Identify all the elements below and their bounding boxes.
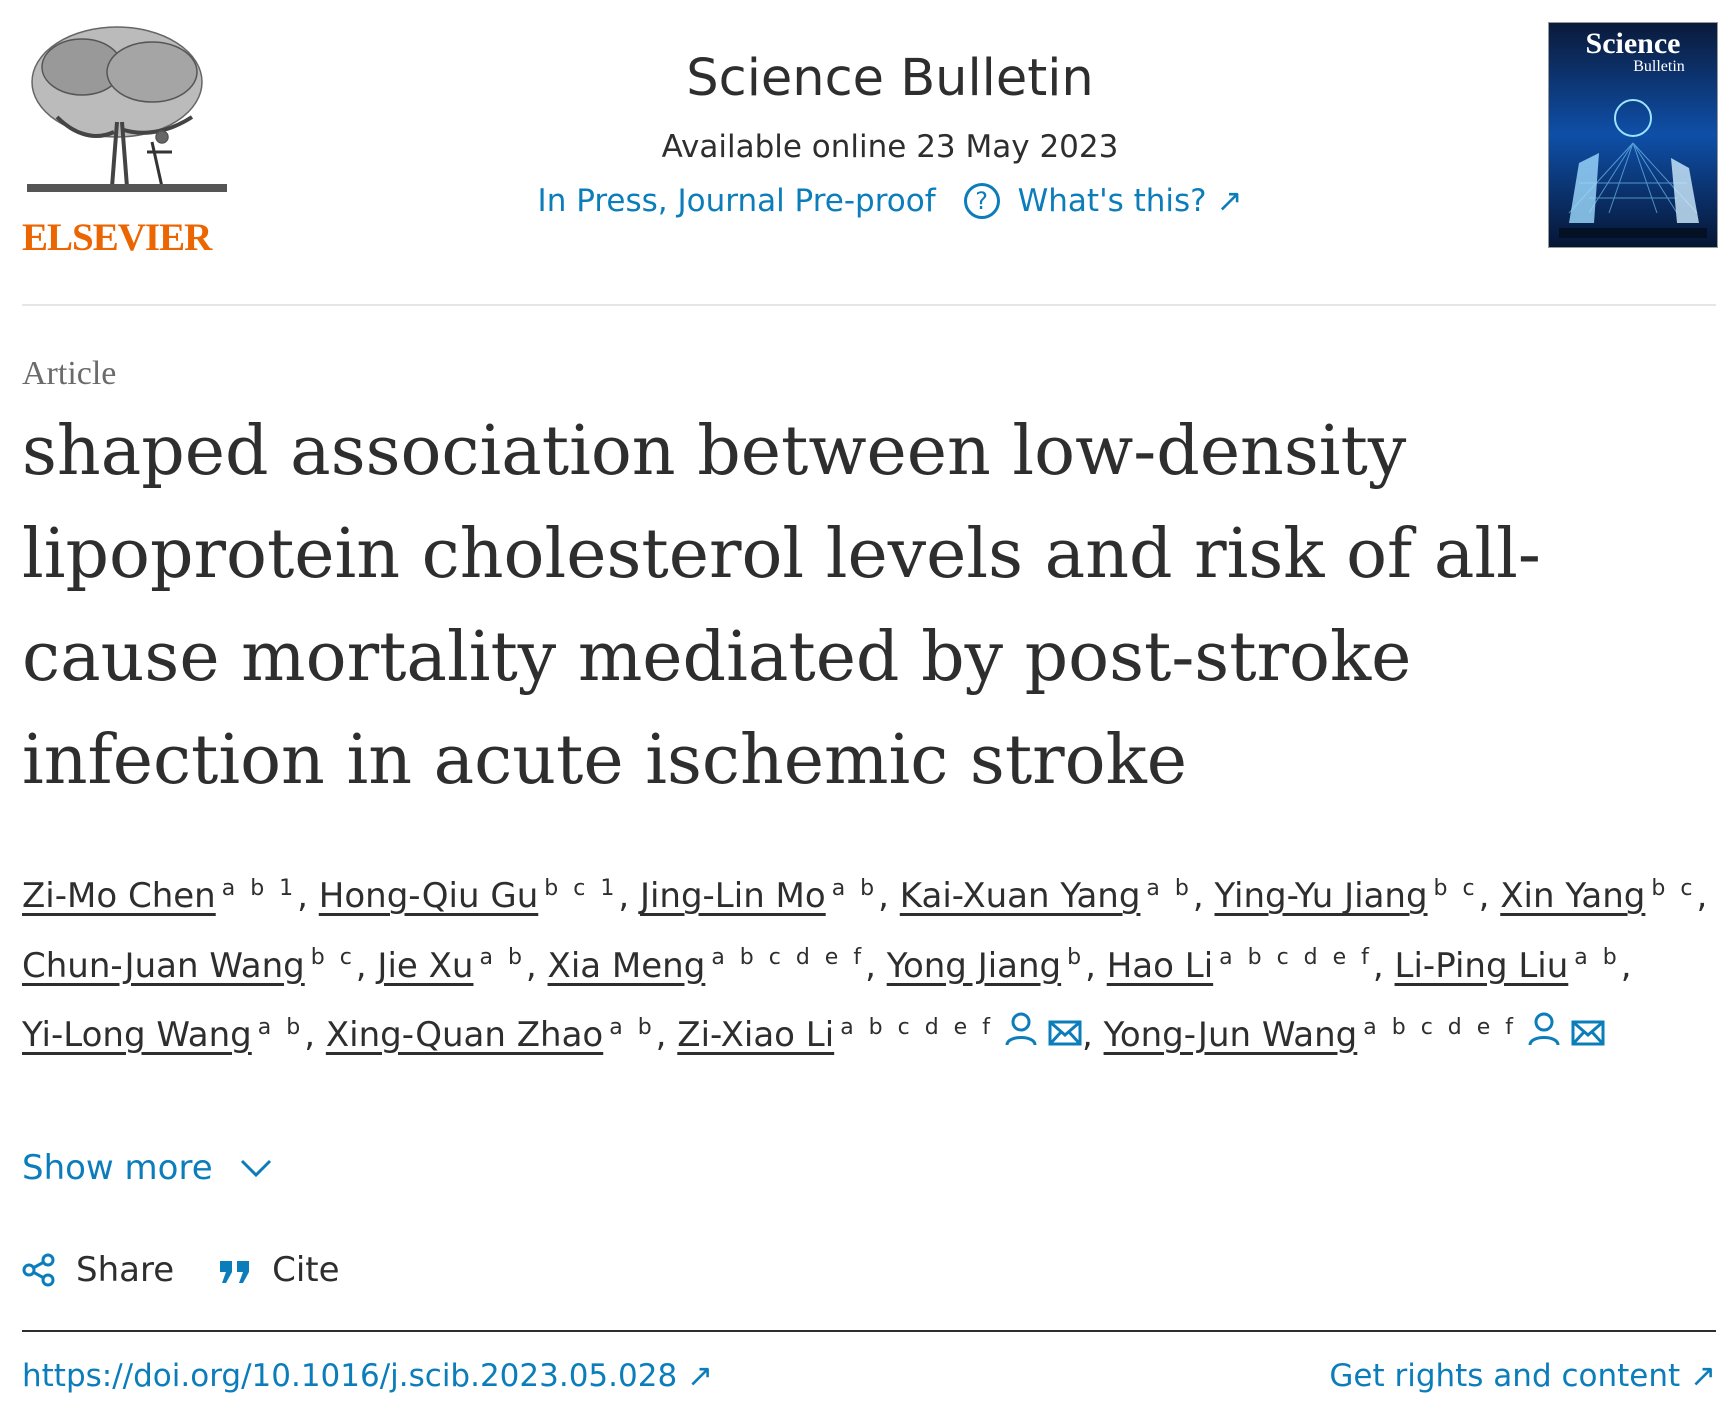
affiliation-marks[interactable]: a b [609,1014,656,1040]
author-item: Chun-Juan Wang b c, [22,945,367,986]
mail-icon[interactable] [1048,1006,1082,1067]
footer-divider [22,1330,1716,1332]
author-separator: , [1192,876,1204,917]
author-name-link[interactable]: Hong-Qiu Gu [318,876,539,917]
author-item: Hao Li a b c d e f, [1106,945,1384,986]
article-header: ELSEVIER Science Bulletin Available onli… [0,0,1731,305]
author-name-link[interactable]: Xia Meng [547,945,706,986]
author-name-link[interactable]: Chun-Juan Wang [22,945,305,986]
author-item: Xia Meng a b c d e f, [547,945,876,986]
mail-icon[interactable] [1571,1006,1605,1067]
author-separator: , [304,1014,316,1055]
author-name-link[interactable]: Xing-Quan Zhao [325,1014,604,1055]
affiliation-marks[interactable]: a b [831,876,879,901]
author-name-link[interactable]: Jing-Lin Mo [639,876,826,917]
author-name-link[interactable]: Jie Xu [377,945,474,986]
author-name-link[interactable]: Yong-Jun Wang [1103,1014,1358,1055]
affiliation-marks[interactable]: a b c d e f [1219,945,1373,971]
cite-label: Cite [272,1250,340,1290]
affiliation-marks[interactable]: a b 1 [221,876,298,901]
article-title: shaped association between low-density l… [22,412,1541,800]
rights-link[interactable]: Get rights and content ↗ [1329,1358,1716,1394]
affiliation-marks[interactable]: a b [1146,876,1193,901]
author-separator: , [297,876,308,917]
doi-link[interactable]: https://doi.org/10.1016/j.scib.2023.05.0… [22,1358,714,1394]
author-item: Zi-Xiao Li a b c d e f, [677,1012,1093,1055]
affiliation-marks[interactable]: a b [479,945,526,971]
share-icon [22,1253,55,1287]
person-icon[interactable] [1527,1006,1561,1067]
author-separator: , [655,1014,667,1055]
author-separator: , [1620,945,1632,986]
affiliation-marks[interactable]: b c [1433,876,1479,901]
author-name-link[interactable]: Zi-Mo Chen [22,876,216,917]
author-name-link[interactable]: Yi-Long Wang [22,1014,252,1055]
author-name-link[interactable]: Yong Jiang [886,945,1062,986]
author-item: Jie Xu a b, [377,945,537,986]
affiliation-marks[interactable]: a b [1574,945,1621,971]
author-item: Yong-Jun Wang a b c d e f [1103,1012,1605,1055]
author-separator: , [1696,876,1708,917]
author-item: Ying-Yu Jiang b c, [1215,876,1490,916]
author-list: Zi-Mo Chen a b 1, Hong-Qiu Gu b c 1, Jing-… [22,858,1712,1067]
elsevier-tree-icon [27,26,227,192]
affiliation-marks[interactable]: a b c d e f [711,945,866,971]
affiliation-marks[interactable]: a b [257,1014,305,1040]
show-more-label: Show more [22,1148,213,1188]
author-separator: , [1085,945,1096,986]
author-item: Hong-Qiu Gu b c 1, [319,876,629,916]
author-item: Xin Yang b c, [1500,876,1707,916]
elsevier-logo[interactable]: ELSEVIER [22,22,232,258]
journal-info: Science Bulletin Available online 23 May… [420,49,1360,219]
author-separator: , [865,945,876,986]
affiliation-marks[interactable]: b [1067,945,1086,971]
author-item: Yi-Long Wang a b, [22,1015,315,1055]
share-button[interactable]: Share [22,1250,174,1290]
author-separator: , [618,876,630,917]
author-separator: , [355,945,367,986]
share-label: Share [76,1250,175,1290]
author-name-link[interactable]: Kai-Xuan Yang [899,876,1141,917]
author-item: Jing-Lin Mo a b, [640,876,889,916]
author-item: Xing-Quan Zhao a b, [326,1015,667,1055]
show-more-button[interactable]: Show more [22,1148,273,1188]
author-separator: , [1372,945,1384,986]
author-separator: , [525,945,537,986]
author-name-link[interactable]: Zi-Xiao Li [677,1014,835,1055]
elsevier-wordmark: ELSEVIER [22,216,212,259]
author-separator: , [1081,1014,1093,1055]
author-name-link[interactable]: Ying-Yu Jiang [1214,876,1428,917]
affiliation-marks[interactable]: b c [310,945,356,971]
quote-icon [220,1261,250,1283]
affiliation-marks[interactable]: a b c d e f [840,1014,994,1040]
author-name-link[interactable]: Li-Ping Liu [1394,945,1569,986]
author-item: Zi-Mo Chen a b 1, [22,876,308,916]
author-name-link[interactable]: Hao Li [1106,945,1214,986]
author-separator: , [1478,876,1490,917]
question-circle-icon: ? [963,182,1000,219]
article-actions: Share Cite [22,1250,384,1290]
author-item: Kai-Xuan Yang a b, [900,876,1204,916]
author-name-link[interactable]: Xin Yang [1500,876,1646,917]
affiliation-marks[interactable]: b c [1651,876,1697,901]
header-divider [22,304,1716,306]
whats-this-label: What's this? ↗ [1017,182,1243,219]
author-item: Li-Ping Liu a b, [1394,945,1632,986]
person-icon[interactable] [1004,1006,1038,1067]
author-item: Yong Jiang b, [886,945,1096,986]
author-separator: , [878,876,889,917]
whats-this-link[interactable]: ? What's this? ↗ [963,182,1243,219]
article-type-label: Article [22,355,117,392]
cover-title-science: Science [1586,27,1681,60]
journal-title-link[interactable]: Science Bulletin [686,49,1094,108]
affiliation-marks[interactable]: b c 1 [544,876,619,901]
available-online-date: Available online 23 May 2023 [661,128,1119,165]
journal-cover-image[interactable]: Science Bulletin [1548,22,1718,248]
cover-title-bulletin: Bulletin [1633,58,1685,75]
chevron-down-icon [240,1159,271,1178]
affiliation-marks[interactable]: a b c d e f [1363,1014,1518,1040]
press-status-row: In Press, Journal Pre-proof ? What's thi… [420,182,1360,219]
in-press-label: In Press, Journal Pre-proof [537,182,936,219]
cite-button[interactable]: Cite [218,1250,340,1290]
